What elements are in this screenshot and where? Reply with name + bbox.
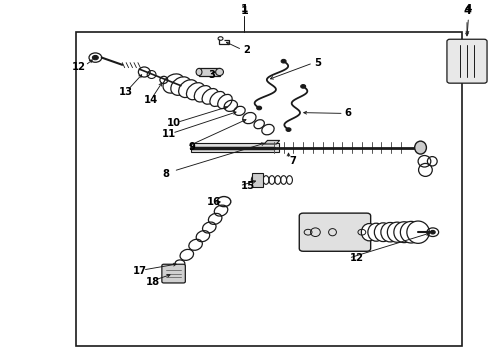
Text: 13: 13 bbox=[118, 87, 132, 97]
Ellipse shape bbox=[414, 141, 426, 154]
Ellipse shape bbox=[361, 224, 376, 241]
Ellipse shape bbox=[170, 77, 191, 95]
Text: 7: 7 bbox=[289, 156, 296, 166]
Ellipse shape bbox=[194, 86, 211, 102]
FancyBboxPatch shape bbox=[162, 264, 185, 283]
Ellipse shape bbox=[386, 222, 406, 242]
Ellipse shape bbox=[92, 55, 98, 60]
Text: 5: 5 bbox=[313, 58, 320, 68]
Ellipse shape bbox=[281, 59, 285, 63]
Ellipse shape bbox=[300, 85, 305, 88]
Text: 15: 15 bbox=[240, 181, 254, 192]
Text: 14: 14 bbox=[143, 95, 158, 105]
Text: 12: 12 bbox=[349, 253, 363, 263]
Ellipse shape bbox=[209, 91, 225, 107]
Ellipse shape bbox=[429, 230, 434, 234]
Text: 11: 11 bbox=[161, 129, 175, 139]
FancyBboxPatch shape bbox=[299, 213, 370, 251]
Text: 2: 2 bbox=[243, 45, 249, 55]
Text: 17: 17 bbox=[133, 266, 147, 276]
Polygon shape bbox=[264, 140, 279, 144]
Ellipse shape bbox=[202, 89, 218, 104]
Bar bbox=[76, 32, 461, 346]
Ellipse shape bbox=[163, 74, 184, 93]
Ellipse shape bbox=[186, 83, 204, 100]
Text: 6: 6 bbox=[344, 108, 351, 118]
Text: 12: 12 bbox=[71, 62, 85, 72]
Ellipse shape bbox=[215, 68, 223, 76]
Ellipse shape bbox=[196, 68, 202, 76]
Text: 8: 8 bbox=[163, 168, 169, 179]
Text: 18: 18 bbox=[145, 276, 160, 287]
Ellipse shape bbox=[393, 222, 413, 243]
Ellipse shape bbox=[374, 223, 391, 242]
Ellipse shape bbox=[256, 106, 261, 110]
Ellipse shape bbox=[178, 80, 198, 98]
Ellipse shape bbox=[380, 222, 399, 242]
Ellipse shape bbox=[406, 221, 428, 243]
Text: 1: 1 bbox=[240, 6, 248, 16]
Text: 9: 9 bbox=[188, 141, 195, 152]
FancyBboxPatch shape bbox=[446, 39, 486, 83]
Bar bbox=[199, 68, 219, 76]
Text: 16: 16 bbox=[206, 197, 221, 207]
Text: 3: 3 bbox=[208, 69, 215, 80]
Ellipse shape bbox=[400, 221, 421, 243]
Bar bbox=[190, 143, 278, 152]
Bar bbox=[251, 173, 262, 187]
Text: 10: 10 bbox=[167, 118, 181, 128]
Ellipse shape bbox=[217, 94, 232, 109]
Text: 1: 1 bbox=[240, 4, 248, 14]
Ellipse shape bbox=[367, 223, 384, 241]
Text: 4: 4 bbox=[462, 6, 470, 16]
Text: 4: 4 bbox=[464, 4, 471, 14]
Ellipse shape bbox=[285, 128, 290, 131]
